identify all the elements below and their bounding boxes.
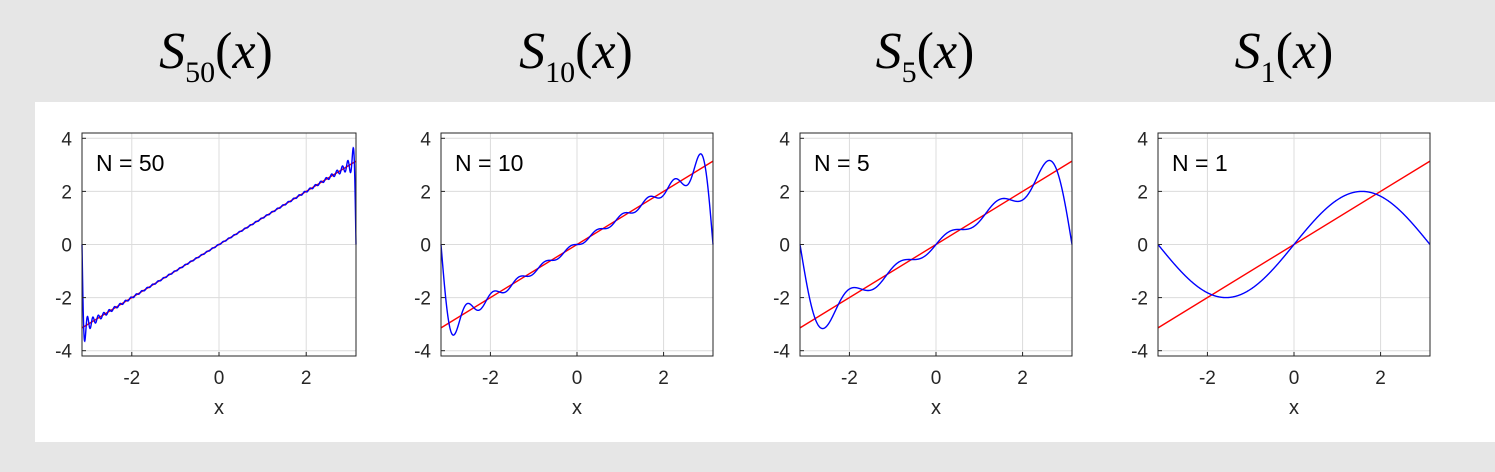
x-tick-label: 0 xyxy=(214,368,225,389)
x-tick-label: -2 xyxy=(1199,368,1216,389)
panel-title-4: S1(x) xyxy=(1234,23,1334,89)
n-annotation: N = 10 xyxy=(455,150,523,176)
y-tick-label: 2 xyxy=(61,182,72,203)
y-tick-label: -2 xyxy=(1131,289,1148,310)
chart-panel-3: -2 0 2 -4 -2 0 2 4 x N = 5 xyxy=(773,129,1073,419)
x-tick-label: 0 xyxy=(931,368,942,389)
fourier-series-line xyxy=(1157,190,1431,299)
y-tick-label: -4 xyxy=(414,342,431,363)
x-axis-label: x xyxy=(572,397,582,419)
y-tick-label: 0 xyxy=(420,236,431,257)
panel-title-2: S10(x) xyxy=(519,23,633,89)
y-tick-label: -4 xyxy=(55,342,72,363)
x-tick-label: -2 xyxy=(841,368,858,389)
y-tick-label: 2 xyxy=(1137,182,1148,203)
y-tick-label: 4 xyxy=(1137,129,1148,150)
x-tick-label: 0 xyxy=(1289,368,1300,389)
y-tick-label: 2 xyxy=(779,182,790,203)
fourier-series-line xyxy=(81,146,357,343)
panel-title-3: S5(x) xyxy=(875,23,975,89)
y-tick-label: 0 xyxy=(779,236,790,257)
y-tick-label: 2 xyxy=(420,182,431,203)
x-tick-label: 2 xyxy=(1017,368,1028,389)
y-tick-label: 4 xyxy=(61,129,72,150)
y-tick-label: 4 xyxy=(420,129,431,150)
y-tick-label: -2 xyxy=(55,289,72,310)
y-tick-label: -4 xyxy=(1131,342,1148,363)
n-annotation: N = 5 xyxy=(814,150,870,176)
x-tick-label: 2 xyxy=(301,368,312,389)
x-tick-label: -2 xyxy=(123,368,140,389)
y-tick-label: 0 xyxy=(1137,236,1148,257)
chart-panel-4: -2 0 2 -4 -2 0 2 4 x N = 1 xyxy=(1131,129,1431,419)
x-tick-label: 2 xyxy=(658,368,669,389)
x-axis-label: x xyxy=(214,397,224,419)
y-tick-label: -2 xyxy=(773,289,790,310)
fourier-series-line xyxy=(440,153,714,336)
x-tick-label: 2 xyxy=(1375,368,1386,389)
fourier-series-line xyxy=(799,159,1073,330)
x-tick-label: -2 xyxy=(482,368,499,389)
y-tick-label: 4 xyxy=(779,129,790,150)
chart-panel-1: -2 0 2 -4 -2 0 2 4 x N = 50 xyxy=(55,129,357,419)
x-axis-label: x xyxy=(1289,397,1299,419)
x-axis-label: x xyxy=(931,397,941,419)
x-tick-label: 0 xyxy=(572,368,583,389)
n-annotation: N = 50 xyxy=(96,150,164,176)
y-tick-label: -4 xyxy=(773,342,790,363)
y-tick-label: 0 xyxy=(61,236,72,257)
panel-titles: S50(x) S10(x) S5(x) S1(x) xyxy=(0,0,1495,100)
panel-title-1: S50(x) xyxy=(159,23,273,89)
y-tick-label: -2 xyxy=(414,289,431,310)
n-annotation: N = 1 xyxy=(1172,150,1228,176)
chart-panel-2: -2 0 2 -4 -2 0 2 4 x N = 10 xyxy=(414,129,714,419)
